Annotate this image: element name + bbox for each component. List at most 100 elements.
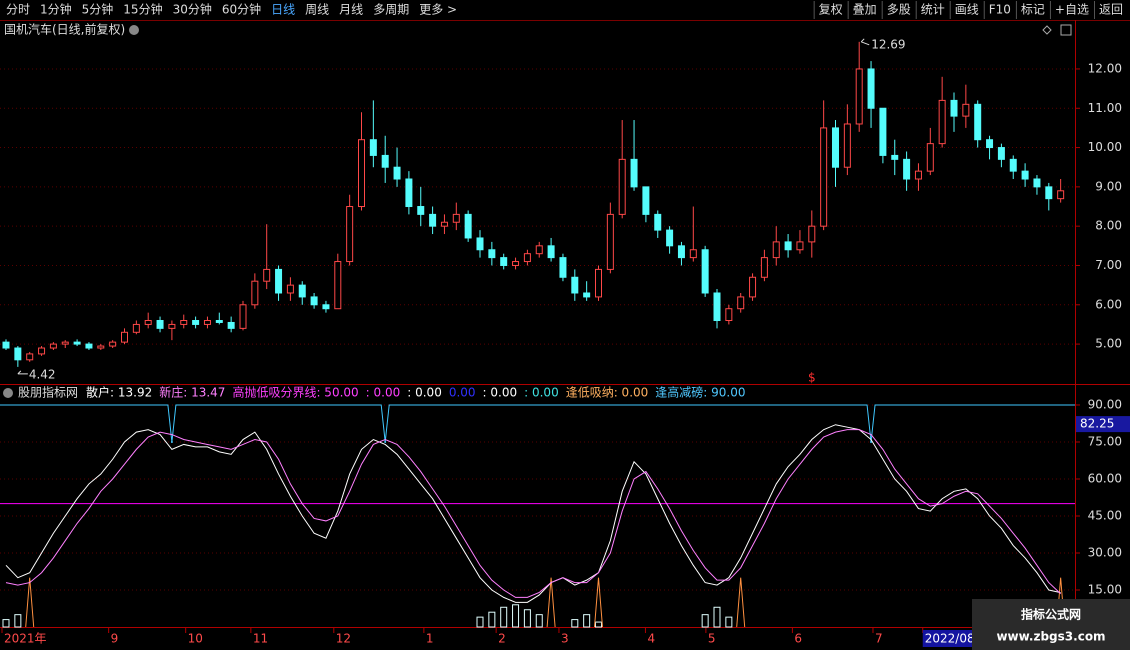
candle-body xyxy=(203,320,211,325)
candle-body xyxy=(1021,170,1029,180)
high-arrow xyxy=(860,38,870,46)
candle-body xyxy=(227,321,235,329)
legend-entry: 逢低吸纳: 0.00 xyxy=(566,386,649,400)
indicator-menu-icon[interactable] xyxy=(3,388,13,398)
candle-body xyxy=(701,249,709,294)
x-tick-label: 6 xyxy=(794,632,802,646)
candle-body xyxy=(180,320,188,325)
toolbar-button[interactable]: 统计 xyxy=(921,3,945,17)
toolbar-item[interactable]: 分时 xyxy=(6,3,30,17)
histogram-bar xyxy=(583,614,591,628)
candle-body xyxy=(121,331,128,343)
candle-body xyxy=(606,213,614,270)
candle-body xyxy=(2,341,10,349)
candle-body xyxy=(464,213,472,239)
candle-body xyxy=(381,154,389,168)
legend-entry: : 0.00 xyxy=(483,386,518,400)
x-label-highlight xyxy=(922,630,977,647)
y-tick-label: 45.00 xyxy=(1088,508,1122,522)
y-tick-label: 8.00 xyxy=(1095,219,1122,233)
candle-body xyxy=(369,139,377,156)
candle-body xyxy=(630,158,638,188)
legend-entry: 高抛低吸分界线: 50.00 xyxy=(232,385,358,400)
y-tick-label: 15.00 xyxy=(1088,582,1122,596)
watermark-title: 指标公式网 xyxy=(1021,607,1081,622)
indicator-line xyxy=(5,424,1061,603)
toolbar-button[interactable]: 标记 xyxy=(1021,3,1045,17)
candle-body xyxy=(677,245,685,259)
candle-body xyxy=(654,213,662,231)
candle-body xyxy=(334,261,342,310)
toolbar-button[interactable]: 多股 xyxy=(887,3,911,17)
event-marker[interactable]: $ xyxy=(808,371,816,385)
candle-body xyxy=(476,237,484,251)
x-tick-label: 9 xyxy=(111,632,119,646)
histogram-bar xyxy=(713,606,721,628)
candle-body xyxy=(488,249,496,259)
x-tick-label: 11 xyxy=(253,632,268,646)
candle-body xyxy=(239,304,247,329)
candle-body xyxy=(26,353,34,361)
candle-body xyxy=(808,225,816,243)
candle-body xyxy=(109,341,117,347)
toolbar-item[interactable]: 5分钟 xyxy=(82,2,114,17)
toolbar-item[interactable]: 更多 > xyxy=(419,3,457,17)
toolbar-item[interactable]: 15分钟 xyxy=(123,2,162,17)
candle-body xyxy=(796,241,804,251)
candle-body xyxy=(950,99,958,117)
candle-body xyxy=(275,268,283,294)
candle-body xyxy=(523,253,531,263)
candle-body xyxy=(322,304,330,310)
candle-body xyxy=(61,341,69,345)
candle-body xyxy=(666,229,674,247)
toolbar-item[interactable]: 多周期 xyxy=(373,3,409,17)
title-menu-icon[interactable] xyxy=(129,25,139,35)
buy-spike xyxy=(594,577,603,628)
y-tick-label: 7.00 xyxy=(1095,258,1122,272)
y-tick-label: 90.00 xyxy=(1088,397,1122,411)
low-arrow xyxy=(17,370,28,375)
toolbar-item[interactable]: 30分钟 xyxy=(173,2,212,17)
histogram-bar xyxy=(571,619,579,628)
y-tick-label: 6.00 xyxy=(1095,297,1122,311)
histogram-bar xyxy=(2,619,10,628)
candle-body xyxy=(49,343,57,349)
candle-body xyxy=(251,280,259,306)
candle-body xyxy=(500,257,508,266)
x-tick-label: 2 xyxy=(498,632,506,646)
toolbar-button[interactable]: F10 xyxy=(989,3,1011,17)
diamond-icon[interactable] xyxy=(1042,25,1052,35)
toolbar-item[interactable]: 日线 xyxy=(271,3,295,17)
candle-body xyxy=(583,292,591,298)
toolbar-item[interactable]: 月线 xyxy=(339,3,363,17)
stock-title: 国机汽车(日线,前复权) xyxy=(4,22,125,37)
toolbar-button[interactable]: +自选 xyxy=(1055,3,1089,17)
sell-dip xyxy=(170,440,173,443)
candle-body xyxy=(452,213,460,223)
candle-body xyxy=(725,308,733,322)
candle-body xyxy=(1033,178,1041,188)
histogram-bar xyxy=(595,621,602,628)
indicator-line xyxy=(5,429,1061,598)
toolbar-button[interactable]: 叠加 xyxy=(853,3,877,17)
legend-entry: : 0.00 xyxy=(407,386,442,400)
candle-body xyxy=(618,158,626,215)
sell-dip xyxy=(384,440,387,443)
y-tick-label: 12.00 xyxy=(1088,61,1122,75)
toolbar-button[interactable]: 画线 xyxy=(955,3,979,17)
candle-body xyxy=(749,276,757,298)
toolbar-button[interactable]: 复权 xyxy=(819,3,843,17)
histogram-bar xyxy=(701,614,709,628)
candle-body xyxy=(512,261,520,266)
histogram-bar xyxy=(725,616,733,628)
histogram-bar xyxy=(512,604,520,628)
histogram-bar xyxy=(500,606,508,628)
panel-icon[interactable] xyxy=(1060,24,1072,36)
histogram-bar xyxy=(523,609,531,628)
toolbar-item[interactable]: 60分钟 xyxy=(222,2,261,17)
toolbar-button[interactable]: 返回 xyxy=(1099,3,1123,17)
y-tick-label: 60.00 xyxy=(1088,471,1122,485)
toolbar-item[interactable]: 周线 xyxy=(305,3,329,17)
toolbar-item[interactable]: 1分钟 xyxy=(40,2,72,17)
candle-body xyxy=(440,221,448,227)
